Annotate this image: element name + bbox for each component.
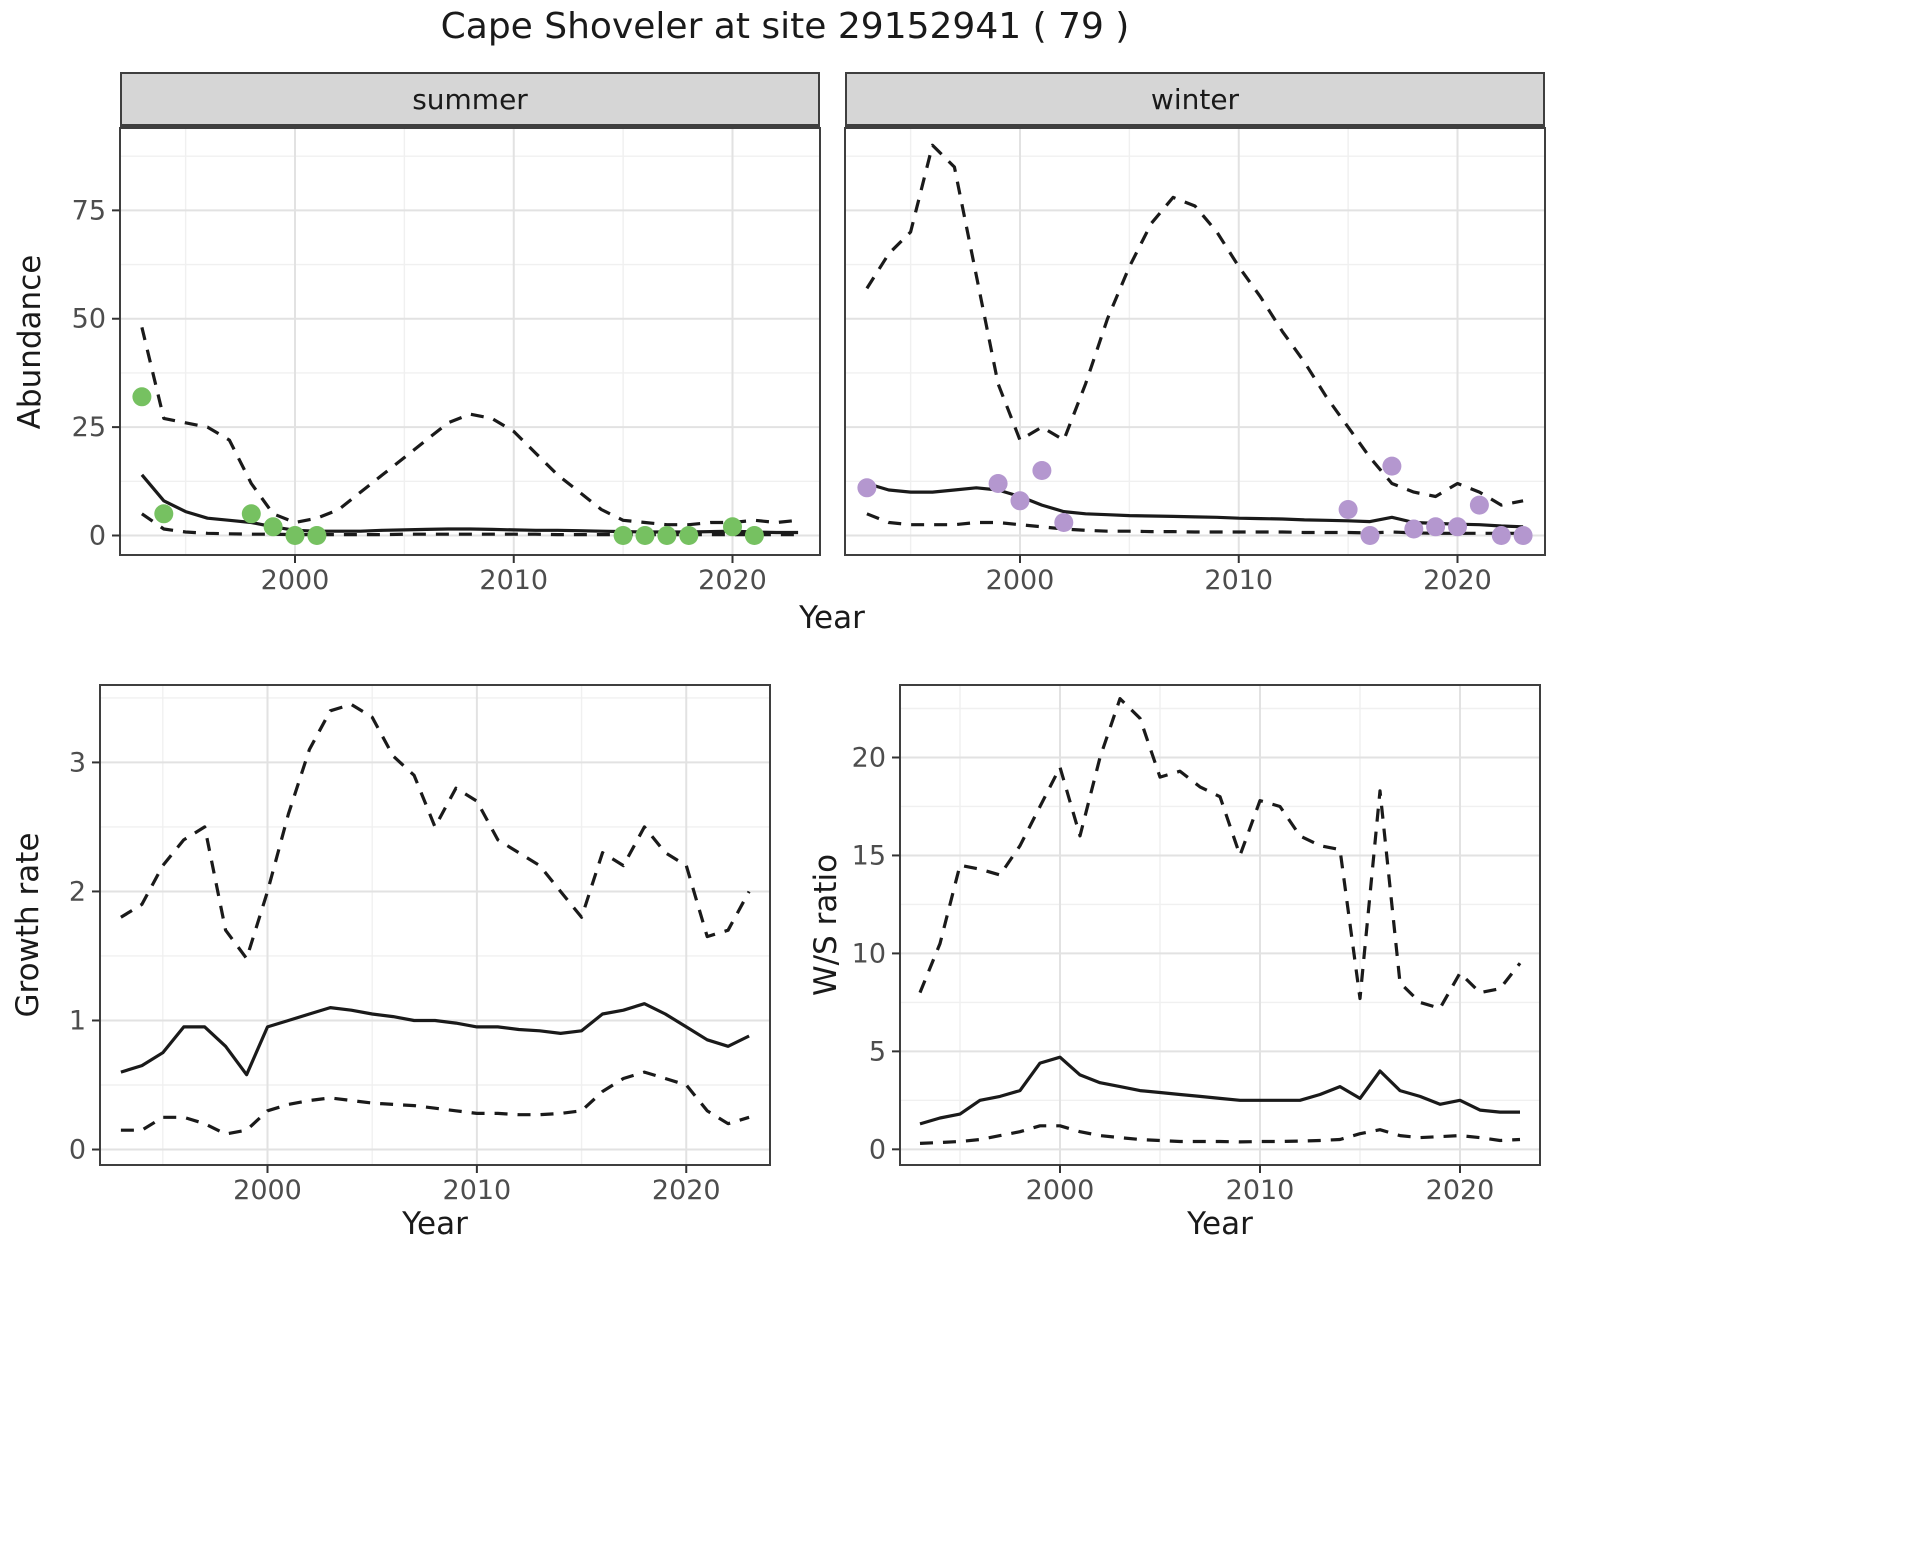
y-tick-label: 3 bbox=[69, 747, 86, 778]
observation-point bbox=[988, 474, 1008, 493]
y-tick-label: 15 bbox=[852, 840, 886, 871]
y-tick-label: 0 bbox=[89, 520, 106, 551]
upper-ci-line bbox=[120, 702, 751, 961]
year-axis-label-top: Year bbox=[799, 600, 865, 636]
observation-point bbox=[1032, 461, 1052, 480]
observation-point bbox=[1426, 517, 1446, 537]
abundance-winter-plot: 2000 2010 2020 bbox=[844, 127, 1546, 596]
upper-ci-line bbox=[140, 327, 799, 527]
y-tick-label: 50 bbox=[72, 304, 106, 335]
y-tick-label: 0 bbox=[869, 1134, 886, 1165]
upper-ci-line bbox=[865, 143, 1524, 507]
x-tick-label: 2000 bbox=[233, 1175, 302, 1206]
observation-point bbox=[679, 526, 699, 545]
y-tick-label: 10 bbox=[852, 938, 886, 969]
x-tick-label: 2000 bbox=[986, 565, 1055, 596]
observation-point bbox=[1448, 517, 1467, 537]
mean-line bbox=[919, 1055, 1520, 1126]
panel-background bbox=[900, 685, 1540, 1165]
observation-point bbox=[1469, 495, 1489, 515]
observation-point bbox=[635, 526, 655, 545]
observation-point bbox=[154, 504, 174, 524]
observation-point bbox=[744, 526, 764, 545]
ws-ratio-axis-label: W/S ratio bbox=[808, 853, 844, 997]
x-tick-label: 2000 bbox=[1026, 1175, 1095, 1206]
observation-point bbox=[613, 526, 633, 545]
panel-background bbox=[100, 685, 770, 1165]
panel-border bbox=[844, 127, 1546, 556]
panel-border bbox=[119, 127, 821, 556]
y-tick-label: 5 bbox=[869, 1036, 886, 1067]
x-tick-label: 2010 bbox=[1204, 565, 1273, 596]
observation-point bbox=[657, 526, 677, 545]
observation-point bbox=[307, 526, 327, 545]
growth-rate-axis-label: Growth rate bbox=[10, 832, 46, 1018]
observation-point bbox=[1360, 526, 1380, 545]
observation-point bbox=[1491, 526, 1511, 545]
x-tick-label: 2010 bbox=[479, 565, 548, 596]
panel-background bbox=[120, 128, 820, 555]
growth-rate-plot: 2000 2010 2020 0 1 2 3 bbox=[69, 684, 771, 1206]
x-tick-label: 2010 bbox=[1226, 1175, 1295, 1206]
observation-point bbox=[241, 504, 261, 524]
y-tick-label: 20 bbox=[852, 742, 886, 773]
observation-point bbox=[1338, 500, 1358, 519]
facet-strip-winter: winter bbox=[845, 72, 1545, 128]
facet-strip-winter-label: winter bbox=[1150, 82, 1240, 116]
lower-ci-line bbox=[140, 512, 799, 537]
x-tick-label: 2020 bbox=[698, 565, 767, 596]
observation-point bbox=[1010, 491, 1030, 511]
y-tick-label: 0 bbox=[69, 1135, 86, 1166]
year-axis-label-bottom-left: Year bbox=[402, 1206, 468, 1242]
observation-point bbox=[1404, 519, 1424, 539]
x-tick-label: 2020 bbox=[1426, 1175, 1495, 1206]
facet-strip-summer-label: summer bbox=[412, 82, 528, 116]
abundance-summer-plot: 2000 2010 2020 0 25 50 75 bbox=[72, 127, 821, 596]
x-tick-label: 2000 bbox=[261, 565, 330, 596]
x-tick-label: 2020 bbox=[1423, 565, 1492, 596]
panel-background bbox=[845, 128, 1545, 555]
panel-border bbox=[899, 684, 1541, 1166]
lower-ci-line bbox=[866, 512, 1524, 535]
y-tick-label: 25 bbox=[72, 412, 106, 443]
observation-point bbox=[723, 517, 742, 537]
observation-point bbox=[1382, 456, 1402, 476]
year-axis-label-bottom-right: Year bbox=[1187, 1206, 1253, 1242]
x-tick-label: 2020 bbox=[652, 1175, 721, 1206]
observation-point bbox=[285, 526, 305, 545]
observation-point bbox=[1513, 526, 1533, 545]
y-tick-label: 75 bbox=[72, 195, 106, 226]
observation-point bbox=[263, 517, 283, 537]
y-tick-label: 1 bbox=[69, 1005, 86, 1036]
observation-point bbox=[857, 478, 877, 498]
lower-ci-line bbox=[919, 1124, 1521, 1145]
ws-ratio-plot: 2000 2010 2020 0 5 10 15 20 bbox=[852, 684, 1541, 1206]
upper-ci-line bbox=[918, 697, 1522, 1010]
mean-line bbox=[120, 1002, 750, 1077]
figure-title: Cape Shoveler at site 29152941 ( 79 ) bbox=[440, 6, 1130, 47]
observation-point bbox=[1054, 513, 1074, 532]
abundance-axis-label: Abundance bbox=[12, 254, 48, 430]
y-tick-label: 2 bbox=[69, 876, 86, 907]
panel-border bbox=[99, 684, 771, 1166]
lower-ci-line bbox=[120, 1070, 750, 1136]
facet-strip-summer: summer bbox=[120, 72, 820, 128]
x-tick-label: 2010 bbox=[443, 1175, 512, 1206]
observation-point bbox=[132, 387, 152, 407]
